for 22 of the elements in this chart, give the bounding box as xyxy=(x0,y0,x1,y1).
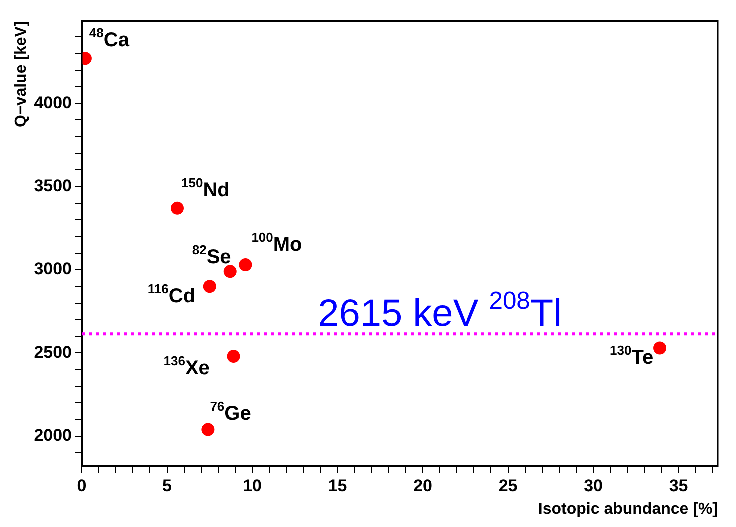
x-tick-label: 10 xyxy=(243,476,262,496)
x-tick-label: 30 xyxy=(584,476,603,496)
y-axis-title: Q−value [keV] xyxy=(13,21,30,128)
x-tick-label: 25 xyxy=(498,476,518,496)
point xyxy=(171,202,184,215)
y-tick-label: 2500 xyxy=(34,342,72,362)
point xyxy=(203,280,216,294)
x-tick-label: 15 xyxy=(328,476,348,496)
point xyxy=(654,342,667,355)
x-tick-label: 20 xyxy=(414,476,432,496)
point xyxy=(227,350,240,364)
y-tick-label: 2000 xyxy=(34,426,72,446)
point xyxy=(202,423,215,436)
x-axis-title: Isotopic abundance [%] xyxy=(538,500,718,518)
x-tick-label: 35 xyxy=(669,476,688,496)
y-tick-label: 3500 xyxy=(34,176,72,196)
point xyxy=(239,258,252,272)
x-tick-label: 5 xyxy=(162,476,172,496)
y-tick-label: 4000 xyxy=(34,93,72,112)
x-tick-label: 0 xyxy=(77,476,87,496)
point xyxy=(224,265,237,278)
y-tick-label: 3000 xyxy=(34,260,72,279)
